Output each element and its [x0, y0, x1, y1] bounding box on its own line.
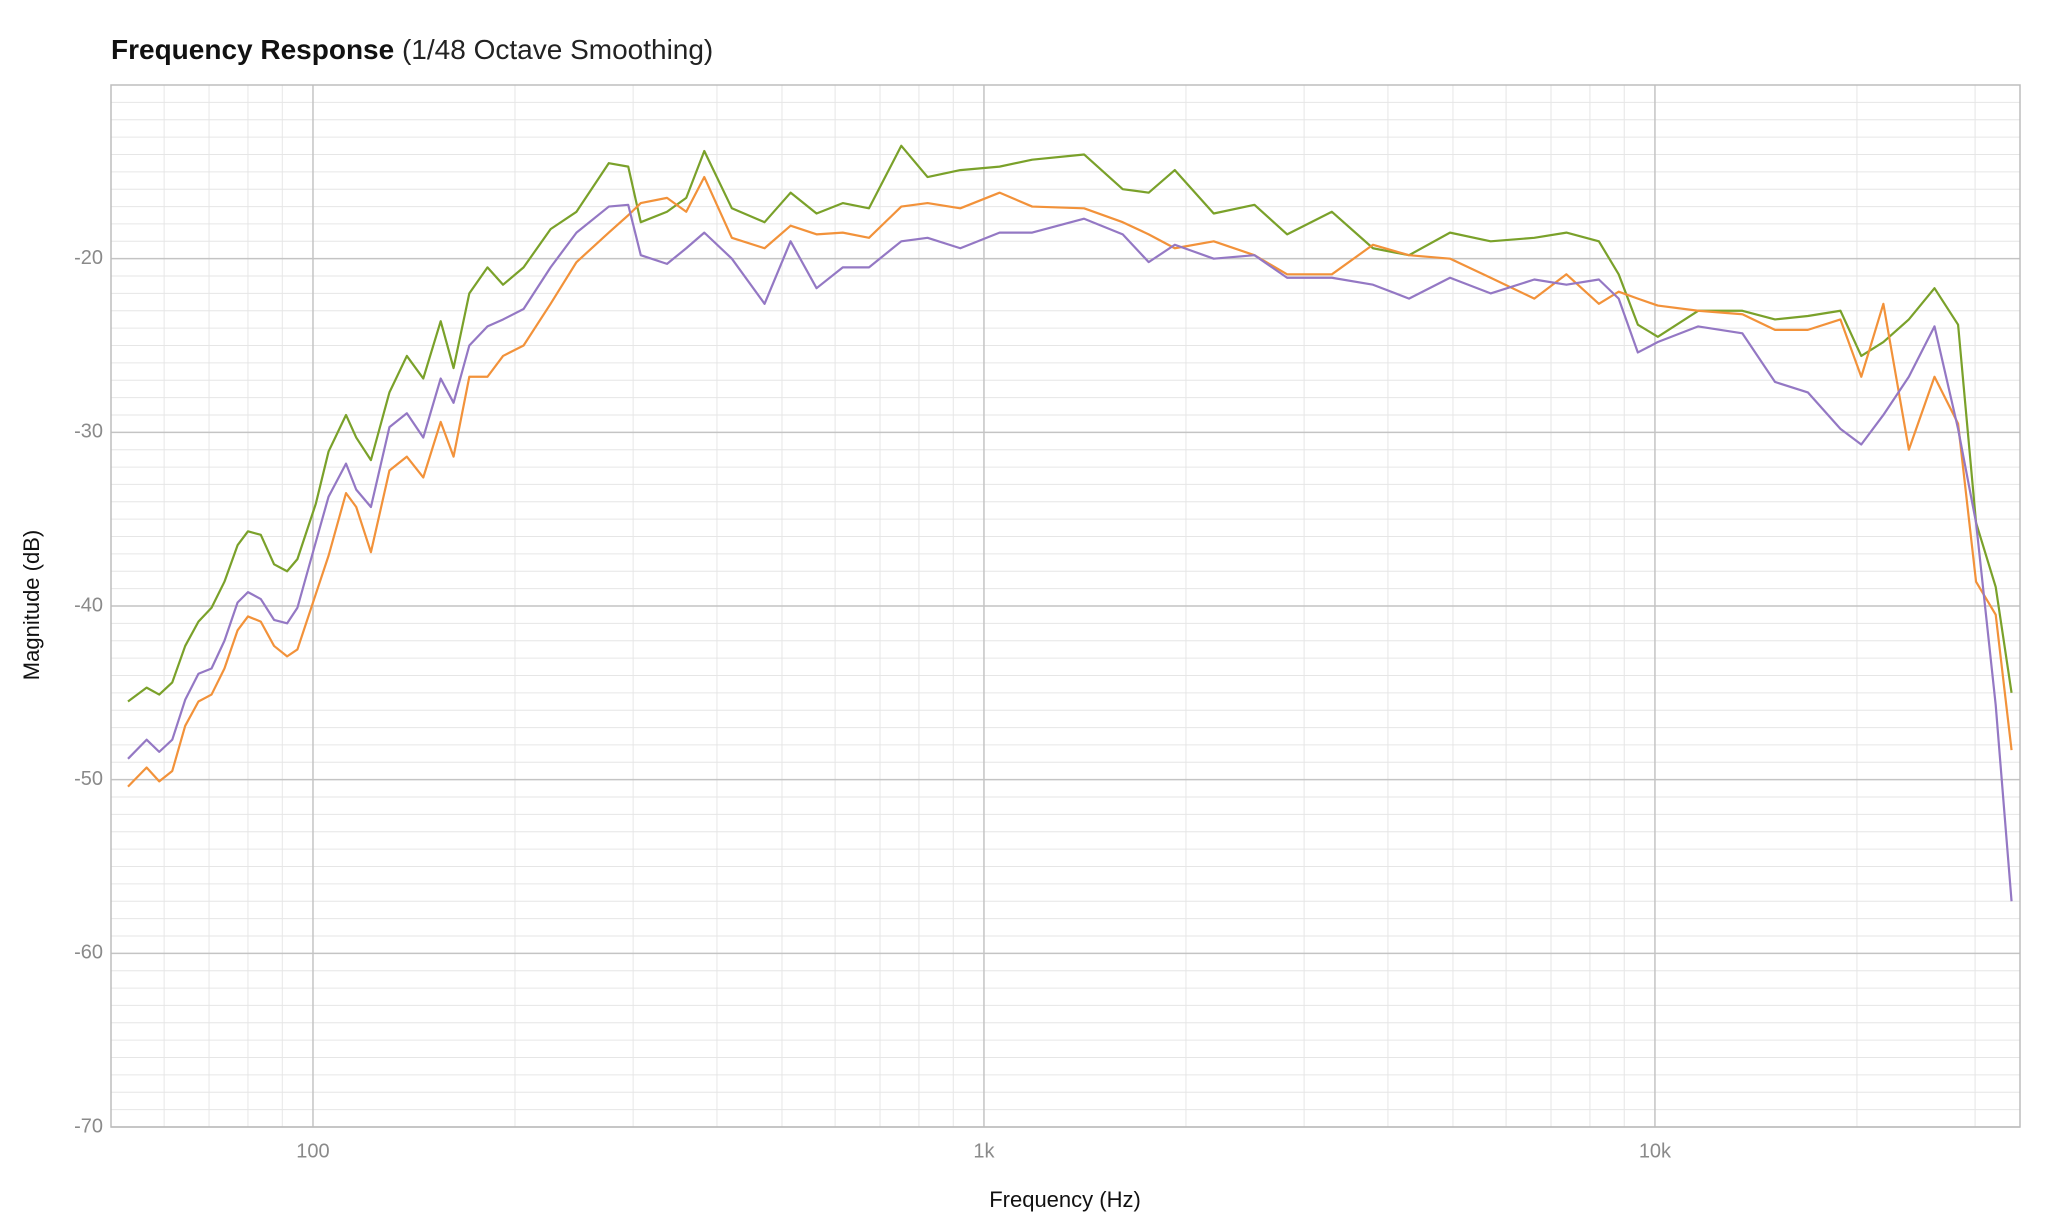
grid — [111, 85, 2020, 1128]
y-axis-label: Magnitude (dB) — [19, 530, 44, 680]
chart-heading: Frequency Response (1/48 Octave Smoothin… — [111, 34, 713, 65]
x-tick-label: 1k — [973, 1140, 995, 1162]
x-tick-label: 10k — [1639, 1140, 1672, 1162]
y-tick-label: -30 — [74, 421, 103, 443]
x-axis-label: Frequency (Hz) — [989, 1187, 1141, 1212]
series-line — [127, 203, 2013, 902]
series-line — [127, 175, 2013, 788]
y-tick-label: -60 — [74, 942, 103, 964]
chart-title: Frequency Response — [111, 34, 394, 65]
x-tick-label: 100 — [296, 1140, 329, 1162]
y-tick-label: -40 — [74, 594, 103, 616]
plot-lines — [127, 144, 2013, 902]
y-tick-label: -20 — [74, 247, 103, 269]
y-tick-label: -50 — [74, 768, 103, 790]
y-tick-label: -70 — [74, 1115, 103, 1137]
plot-border — [110, 84, 2021, 1128]
series-line — [127, 144, 2013, 703]
chart-subtitle: (1/48 Octave Smoothing) — [402, 34, 713, 65]
